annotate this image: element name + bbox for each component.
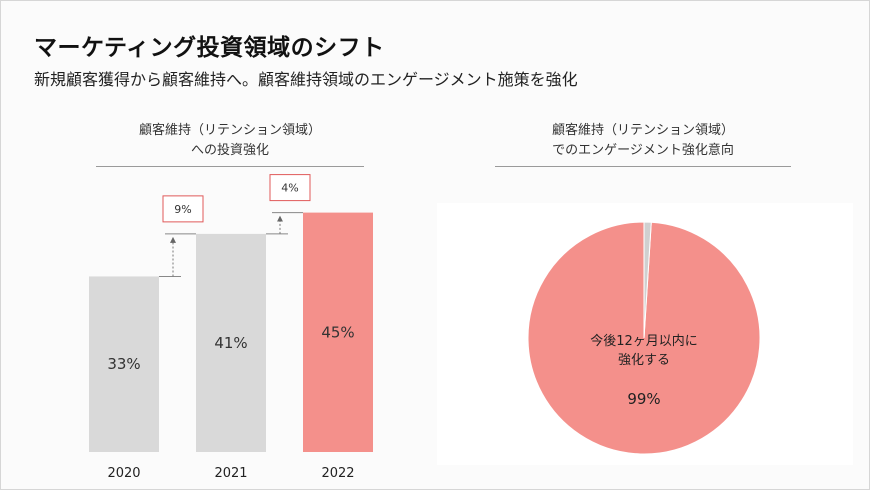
pie-slice-label: 今後12ヶ月以内に (590, 333, 698, 349)
pie-slice-remainder (643, 221, 652, 339)
slide-subtitle: 新規顧客獲得から顧客維持へ。顧客維持領域のエンゲージメント施策を強化 (34, 70, 578, 89)
bar-value-label: 45% (321, 323, 354, 341)
increment-label: 9% (174, 203, 191, 216)
increment-box (162, 195, 204, 223)
bar-2021 (196, 233, 266, 452)
bar-chart-title-line2: への投資強化 (190, 143, 269, 158)
bar-chart-title-line1: 顧客維持（リテンション領域） (138, 123, 321, 138)
bar-chart: 33% 2020 41% 2021 45% 2022 9% 4% (89, 174, 373, 481)
bar-2020 (89, 276, 159, 452)
bar-chart-heading: 顧客維持（リテンション領域） への投資強化 (96, 121, 364, 167)
pie-slice-label: 強化する (618, 353, 670, 368)
bar-value-label: 33% (107, 355, 140, 373)
pie-slice-value: 99% (627, 390, 660, 408)
pie-chart-title-line1: 顧客維持（リテンション領域） (551, 123, 734, 138)
slide-title: マーケティング投資領域のシフト (34, 35, 385, 61)
increment-box (269, 174, 311, 202)
x-tick-label: 2020 (107, 466, 140, 481)
bar-2022 (303, 212, 373, 452)
bar-chart-heading-rule (96, 166, 364, 167)
pie-chart-heading: 顧客維持（リテンション領域） でのエンゲージメント強化意向 (495, 121, 791, 167)
x-tick-label: 2022 (321, 466, 354, 481)
pie-chart-heading-rule (495, 166, 791, 167)
bar-value-label: 41% (214, 334, 247, 352)
pie-chart-title-line2: でのエンゲージメント強化意向 (552, 143, 734, 158)
increment-label: 4% (281, 182, 298, 195)
x-tick-label: 2021 (214, 466, 247, 481)
